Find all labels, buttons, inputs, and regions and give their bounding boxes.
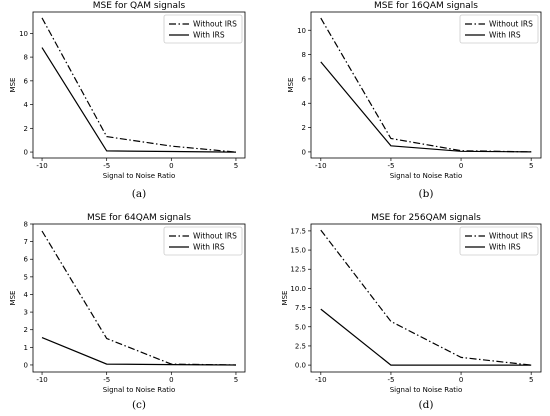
legend-box xyxy=(459,226,539,256)
y-tick-label: 3 xyxy=(24,309,28,317)
legend-label: With IRS xyxy=(489,31,521,40)
y-tick-label: 0 xyxy=(302,148,306,156)
y-tick-label: 4 xyxy=(24,291,29,299)
y-tick-label: 10 xyxy=(19,30,28,38)
legend-label: Without IRS xyxy=(193,232,237,241)
x-tick-label: -5 xyxy=(103,162,110,170)
x-axis-label: Signal to Noise Ratio xyxy=(390,172,463,180)
y-tick-label: 7.5 xyxy=(295,304,306,312)
y-axis-label: MSE xyxy=(9,78,17,93)
chart-title: MSE for 256QAM signals xyxy=(371,213,481,223)
chart-1: MSE for QAM signals -10 -5 0 5 0 2 4 6 8 10 Signal … xyxy=(9,1,246,200)
y-tick-label: 2 xyxy=(302,124,306,132)
x-tick-label: 5 xyxy=(529,376,533,384)
x-tick-label: -10 xyxy=(315,162,326,170)
y-tick-label: 15.0 xyxy=(290,247,306,255)
x-tick-label: 0 xyxy=(459,162,463,170)
y-tick-label: 5 xyxy=(24,273,28,281)
series-line-without-irs xyxy=(320,229,532,366)
axes-frame xyxy=(32,223,246,373)
chart-2: MSE for 16QAM signals -10 -5 0 5 0 2 4 6 8 10 Signa… xyxy=(287,1,542,200)
y-tick-label: 17.5 xyxy=(290,227,306,235)
panel-caption: (a) xyxy=(132,188,146,200)
x-tick-label: -5 xyxy=(387,162,394,170)
x-tick-label: -10 xyxy=(315,376,326,384)
y-tick-label: 0 xyxy=(24,149,28,157)
legend-label: With IRS xyxy=(489,243,521,252)
panel-caption: (c) xyxy=(132,399,146,411)
y-tick-label: 0.0 xyxy=(295,362,306,370)
y-axis-label: MSE xyxy=(287,78,295,93)
legend-label: With IRS xyxy=(193,31,225,40)
y-tick-label: 10.0 xyxy=(290,285,306,293)
x-tick-label: 0 xyxy=(169,376,173,384)
legend-box xyxy=(163,226,243,256)
y-tick-label: 8 xyxy=(24,54,28,62)
y-tick-label: 4 xyxy=(24,101,29,109)
legend-box xyxy=(163,14,243,44)
y-tick-label: 6 xyxy=(302,75,307,83)
y-tick-label: 0 xyxy=(24,361,28,369)
x-axis-label: Signal to Noise Ratio xyxy=(103,172,176,180)
series-line-with-irs xyxy=(41,47,237,153)
legend-label: Without IRS xyxy=(489,20,533,29)
legend-label: With IRS xyxy=(193,243,225,252)
y-tick-label: 8 xyxy=(302,51,306,59)
y-axis-label: MSE xyxy=(9,291,17,306)
chart-title: MSE for QAM signals xyxy=(93,1,186,11)
series-line-with-irs xyxy=(320,61,532,153)
y-tick-label: 2.5 xyxy=(295,342,306,350)
y-tick-label: 7 xyxy=(24,238,28,246)
chart-4: MSE for 256QAM signals -10 -5 0 5 0.0 2.5 5.0 7.… xyxy=(281,213,542,411)
x-tick-label: -5 xyxy=(103,376,110,384)
x-tick-label: 5 xyxy=(234,162,238,170)
legend-box xyxy=(459,14,539,44)
y-axis-label: MSE xyxy=(281,291,289,306)
series-line-with-irs xyxy=(41,337,237,366)
axes-frame xyxy=(32,11,246,159)
legend-label: Without IRS xyxy=(193,20,237,29)
legend-label: Without IRS xyxy=(489,232,533,241)
axes-frame xyxy=(310,11,542,159)
x-tick-label: 5 xyxy=(529,162,533,170)
x-tick-label: 5 xyxy=(234,376,238,384)
series-line-with-irs xyxy=(320,308,532,366)
x-tick-label: -10 xyxy=(36,376,47,384)
panel-caption: (b) xyxy=(419,188,434,200)
y-tick-label: 10 xyxy=(297,27,306,35)
x-tick-label: -10 xyxy=(36,162,47,170)
y-tick-label: 5.0 xyxy=(295,323,306,331)
x-tick-label: -5 xyxy=(387,376,394,384)
x-axis-label: Signal to Noise Ratio xyxy=(103,386,176,394)
x-axis-label: Signal to Noise Ratio xyxy=(390,386,463,394)
y-tick-label: 8 xyxy=(24,221,28,229)
panel-caption: (d) xyxy=(419,399,434,411)
x-tick-label: 0 xyxy=(459,376,463,384)
y-tick-label: 4 xyxy=(302,100,307,108)
y-tick-label: 1 xyxy=(24,344,28,352)
x-tick-label: 0 xyxy=(169,162,173,170)
chart-title: MSE for 64QAM signals xyxy=(87,213,191,223)
y-tick-label: 12.5 xyxy=(290,266,306,274)
chart-title: MSE for 16QAM signals xyxy=(374,1,478,11)
series-line-without-irs xyxy=(41,17,237,153)
y-tick-label: 2 xyxy=(24,125,28,133)
y-tick-label: 6 xyxy=(24,77,29,85)
chart-3: MSE for 64QAM signals -10 -5 0 5 0 1 2 3 4 5 6 7 8 Sig… xyxy=(9,213,246,411)
y-tick-label: 6 xyxy=(24,256,29,264)
y-tick-label: 2 xyxy=(24,326,28,334)
axes-frame xyxy=(310,223,542,373)
